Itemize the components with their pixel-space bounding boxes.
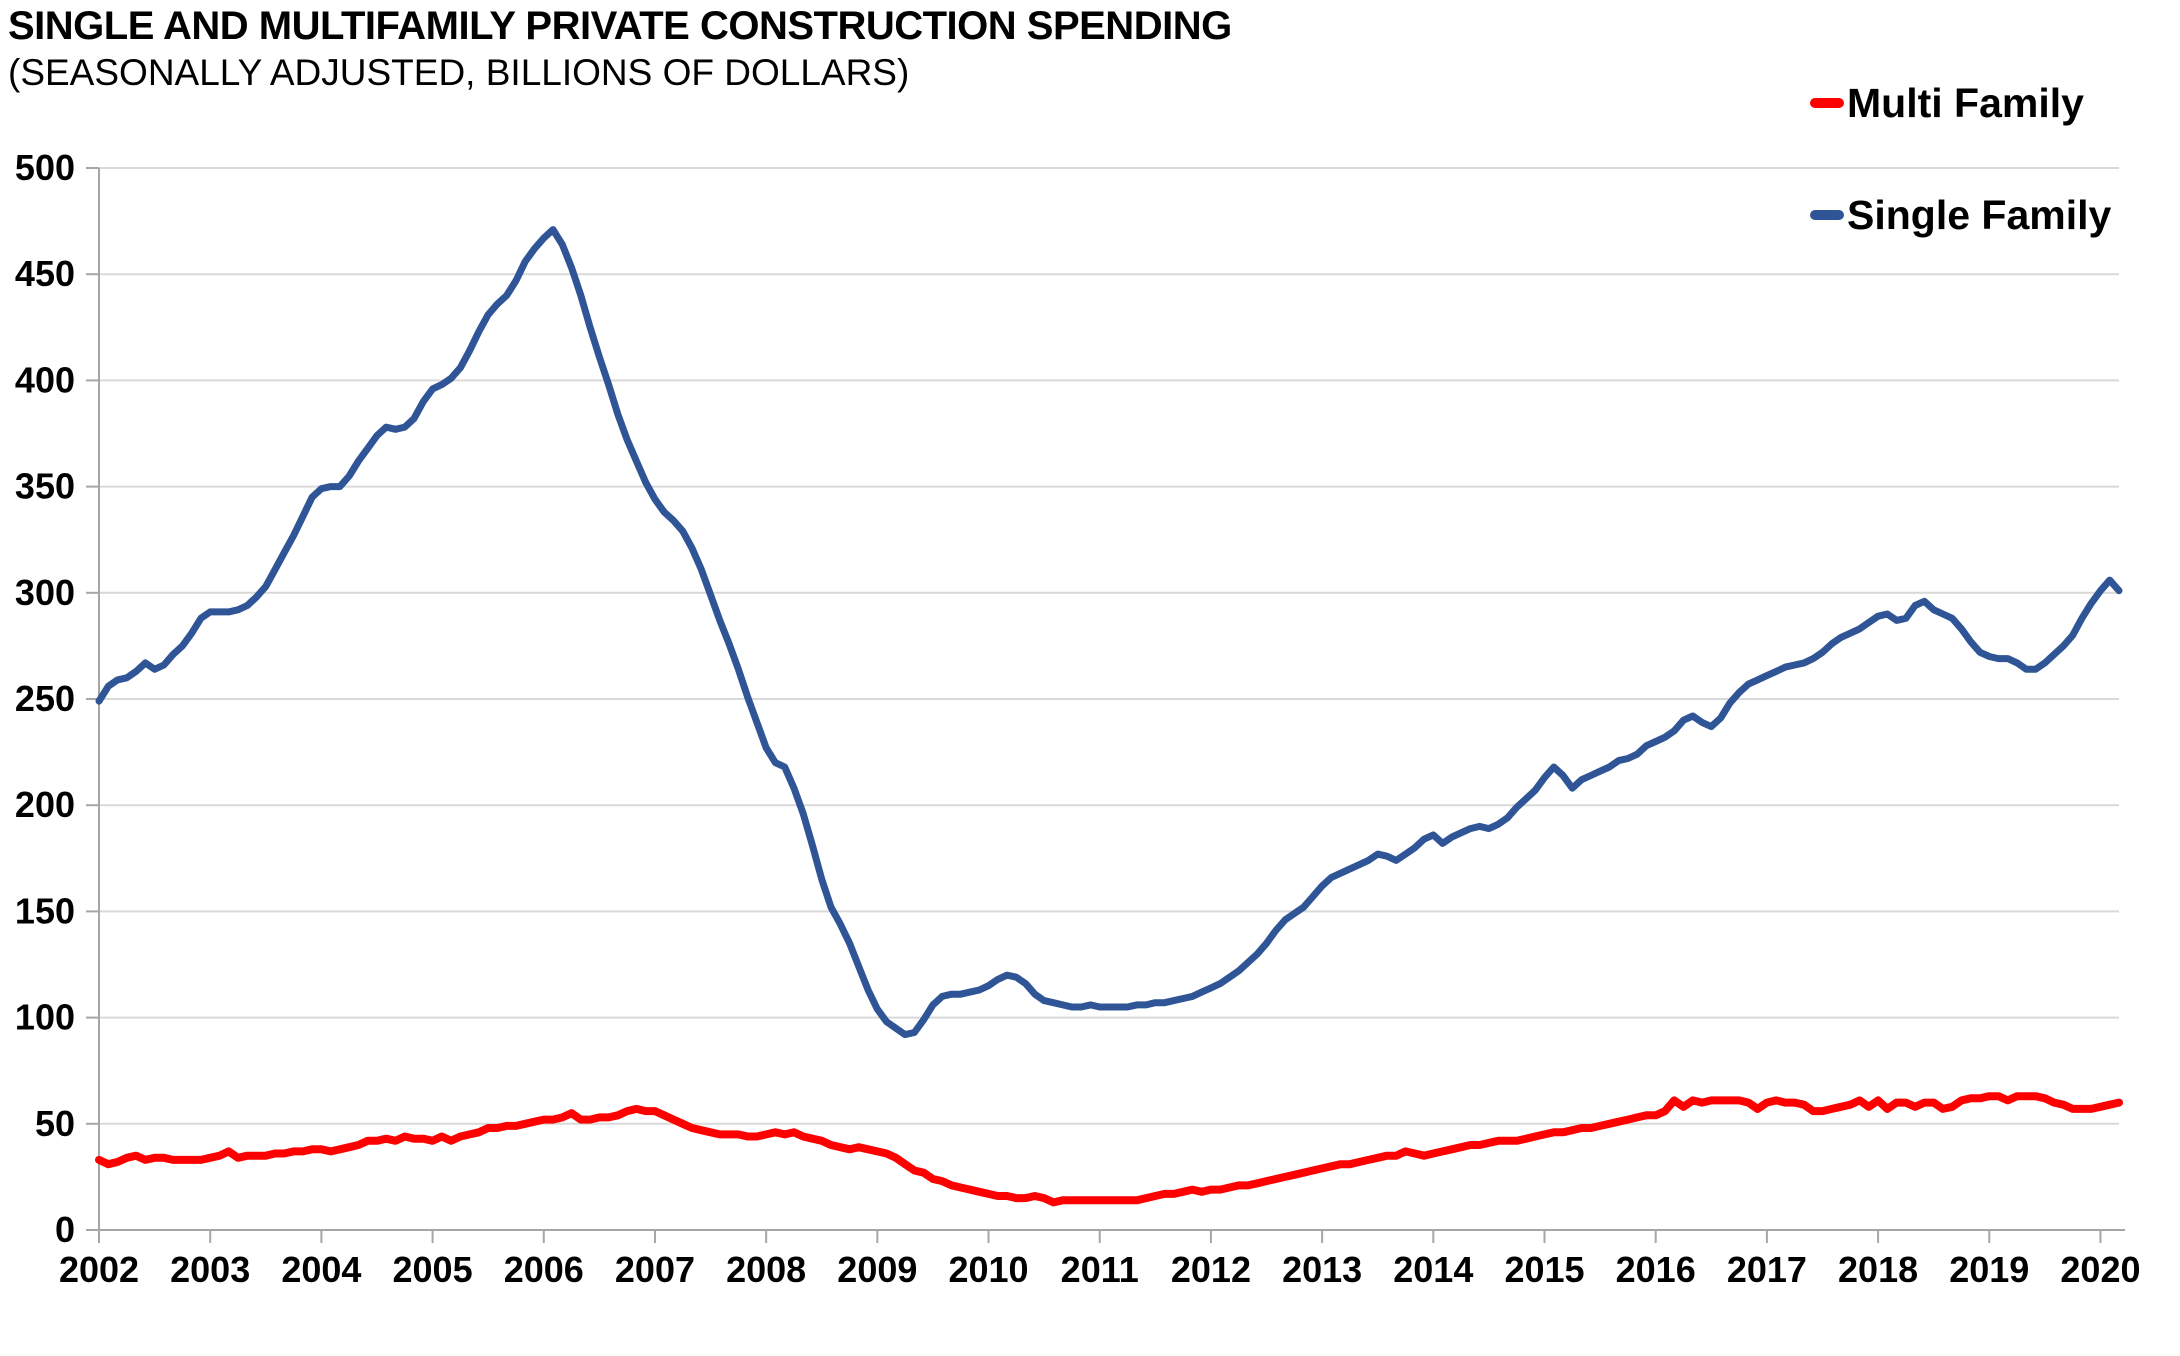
- y-tick-label-450: 450: [15, 253, 75, 294]
- chart-title: SINGLE AND MULTIFAMILY PRIVATE CONSTRUCT…: [8, 4, 1232, 48]
- x-tick-label-2015: 2015: [1504, 1249, 1584, 1290]
- y-tick-label-250: 250: [15, 678, 75, 719]
- x-tick-label-2004: 2004: [281, 1249, 361, 1290]
- x-tick-label-2007: 2007: [615, 1249, 695, 1290]
- y-tick-label-400: 400: [15, 359, 75, 400]
- x-tick-label-2006: 2006: [504, 1249, 584, 1290]
- y-tick-label-150: 150: [15, 890, 75, 931]
- multi-family-line-swatch: [1810, 98, 1844, 108]
- x-tick-label-2012: 2012: [1171, 1249, 1251, 1290]
- y-tick-label-300: 300: [15, 572, 75, 613]
- y-tick-label-350: 350: [15, 466, 75, 507]
- chart-subtitle: (SEASONALLY ADJUSTED, BILLIONS OF DOLLAR…: [8, 52, 910, 93]
- legend-label-single-family: Single Family: [1847, 191, 2112, 238]
- y-tick-label-100: 100: [15, 997, 75, 1038]
- x-tick-label-2014: 2014: [1393, 1249, 1473, 1290]
- x-tick-label-2010: 2010: [948, 1249, 1028, 1290]
- single-family-line-swatch: [1810, 210, 1844, 220]
- legend-item-single-family: Single Family: [1810, 192, 2111, 238]
- y-tick-label-0: 0: [55, 1209, 75, 1250]
- legend-label-multi-family: Multi Family: [1847, 79, 2084, 126]
- x-tick-label-2005: 2005: [393, 1249, 473, 1290]
- x-tick-label-2008: 2008: [726, 1249, 806, 1290]
- y-tick-label-500: 500: [15, 147, 75, 188]
- x-tick-label-2009: 2009: [837, 1249, 917, 1290]
- x-tick-label-2019: 2019: [1949, 1249, 2029, 1290]
- x-tick-label-2003: 2003: [170, 1249, 250, 1290]
- series-single-family-line: [95, 226, 2123, 1039]
- x-tick-label-2002: 2002: [59, 1249, 139, 1290]
- y-tick-label-200: 200: [15, 784, 75, 825]
- legend: Multi Family Single Family: [1810, 80, 2111, 238]
- x-tick-label-2017: 2017: [1727, 1249, 1807, 1290]
- x-tick-label-2013: 2013: [1282, 1249, 1362, 1290]
- legend-item-multi-family: Multi Family: [1810, 80, 2111, 126]
- x-tick-label-2011: 2011: [1061, 1249, 1139, 1290]
- x-tick-label-2016: 2016: [1616, 1249, 1696, 1290]
- x-tick-label-2018: 2018: [1838, 1249, 1918, 1290]
- y-tick-label-50: 50: [35, 1103, 75, 1144]
- x-tick-label-2020: 2020: [2060, 1249, 2140, 1290]
- series-multi-family-line: [95, 1092, 2123, 1207]
